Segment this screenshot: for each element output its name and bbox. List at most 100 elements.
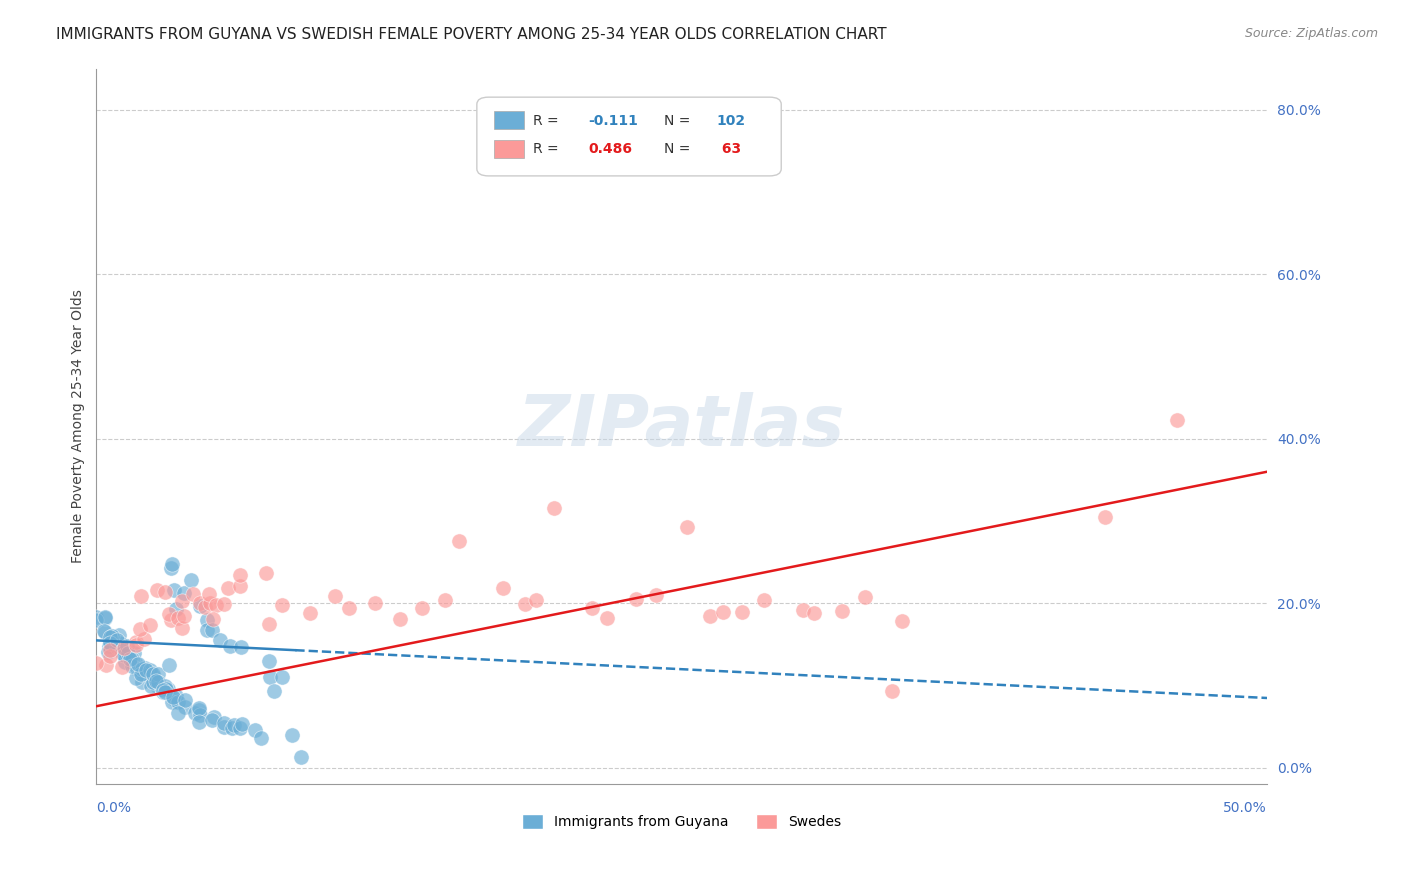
Point (195, 623, 218, 637)
Point (209, 632, 232, 647)
Point (299, 606, 322, 620)
Point (891, 615, 914, 629)
Point (146, 674, 169, 689)
Point (94, 625, 117, 640)
Point (170, 621, 193, 635)
Point (145, 679, 167, 693)
Point (138, 618, 160, 632)
Point (97, 645, 120, 659)
Text: Source: ZipAtlas.com: Source: ZipAtlas.com (1244, 27, 1378, 40)
Point (117, 640, 139, 654)
Point (831, 604, 853, 618)
Point (121, 659, 143, 673)
Point (165, 689, 187, 703)
Point (167, 706, 190, 720)
Point (153, 679, 176, 693)
Point (388, 612, 411, 626)
Text: 50.0%: 50.0% (1223, 801, 1267, 815)
Point (108, 640, 131, 655)
Text: -0.111: -0.111 (588, 114, 638, 128)
Point (201, 624, 224, 638)
Point (212, 721, 235, 735)
Point (188, 596, 211, 610)
Point (363, 596, 385, 610)
Point (163, 582, 186, 597)
Point (713, 605, 735, 619)
Point (111, 643, 134, 657)
Point (250, 731, 273, 746)
Point (160, 695, 183, 709)
Point (188, 715, 211, 730)
Point (131, 662, 153, 676)
Point (172, 594, 194, 608)
Point (142, 675, 165, 690)
Point (254, 566, 277, 580)
Point (188, 708, 211, 723)
Point (111, 646, 134, 660)
Point (217, 581, 239, 595)
Point (187, 703, 209, 717)
Point (173, 609, 195, 624)
Point (98, 639, 121, 653)
Point (219, 639, 242, 653)
Point (198, 587, 221, 601)
Point (257, 617, 280, 632)
Point (146, 582, 169, 597)
Point (131, 675, 153, 690)
Point (491, 581, 513, 595)
Point (731, 605, 754, 619)
Text: R =: R = (533, 142, 562, 156)
Point (229, 640, 252, 654)
Point (229, 579, 252, 593)
Point (194, 600, 217, 615)
Point (162, 690, 184, 704)
Point (205, 598, 228, 612)
Point (86, 613, 108, 627)
Point (675, 520, 697, 534)
Point (231, 717, 253, 731)
Text: 63: 63 (717, 142, 741, 156)
Point (163, 691, 186, 706)
Point (754, 593, 776, 607)
Point (145, 674, 167, 689)
Point (152, 683, 174, 698)
Point (101, 629, 124, 643)
Text: 0.0%: 0.0% (97, 801, 131, 815)
Point (141, 679, 163, 693)
Point (323, 589, 346, 603)
Point (160, 557, 183, 571)
Point (243, 723, 266, 737)
Point (93, 610, 115, 624)
Point (98, 636, 121, 650)
Point (183, 587, 205, 601)
FancyBboxPatch shape (495, 140, 523, 158)
Point (129, 622, 152, 636)
Point (105, 640, 128, 654)
Point (153, 684, 176, 698)
Point (515, 597, 537, 611)
Point (125, 657, 148, 671)
Point (160, 560, 183, 574)
Point (699, 609, 721, 624)
Point (157, 658, 180, 673)
Point (157, 607, 180, 621)
Point (190, 599, 212, 613)
Point (108, 640, 131, 654)
Point (98, 643, 121, 657)
Point (449, 534, 471, 549)
Point (792, 603, 814, 617)
Point (187, 701, 209, 715)
Point (173, 586, 195, 600)
Point (259, 654, 281, 668)
Point (135, 663, 157, 677)
Point (853, 591, 876, 605)
Point (156, 682, 179, 697)
Point (98, 630, 121, 644)
Point (134, 666, 156, 681)
Point (880, 683, 903, 698)
Point (155, 681, 177, 696)
Point (803, 607, 825, 621)
Point (543, 500, 565, 515)
Point (150, 681, 173, 696)
Point (180, 573, 202, 587)
